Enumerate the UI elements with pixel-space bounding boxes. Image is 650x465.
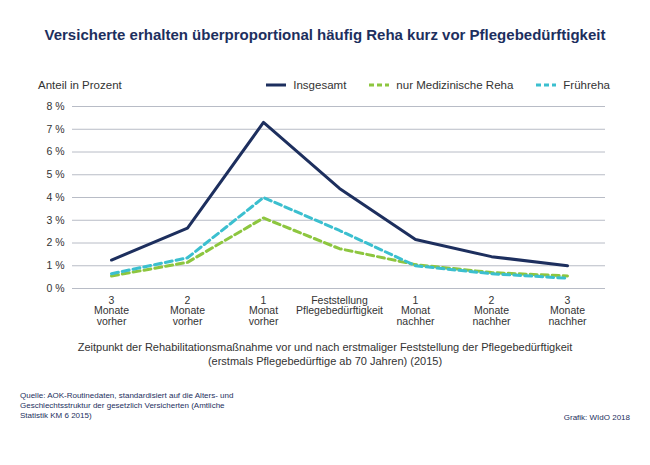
html-text:Quelle: AOK-Routinedaten, stan: Quelle: AOK-Routinedaten, standardisiert…	[20, 390, 234, 421]
html-text:Zeitpunkt der Rehabilitationsm: Zeitpunkt der Rehabilitationsmaßnahme vo…	[77, 341, 573, 368]
svg-text:3Monatenachher: 3Monatenachher	[549, 294, 587, 327]
svg-text:4 %: 4 %	[46, 191, 64, 203]
svg-text:8 %: 8 %	[46, 100, 64, 112]
svg-text:FeststellungPflegebedürftigkei: FeststellungPflegebedürftigkeit	[296, 294, 383, 317]
svg-text:1 %: 1 %	[46, 259, 64, 271]
html-text:Anteil in Prozent: Anteil in Prozent	[38, 79, 122, 91]
svg-text:1Monatnachher: 1Monatnachher	[397, 294, 435, 327]
svg-text:1Monatvorher: 1Monatvorher	[249, 294, 279, 327]
svg-text:3Monatevorher: 3Monatevorher	[94, 294, 129, 327]
svg-text:2Monatevorher: 2Monatevorher	[170, 294, 205, 327]
svg-text:2 %: 2 %	[46, 236, 64, 248]
html-text:Grafik: WIdO 2018: Grafik: WIdO 2018	[563, 412, 630, 422]
svg-text:0 %: 0 %	[46, 282, 64, 294]
html-text:nur Medizinische Reha: nur Medizinische Reha	[396, 79, 514, 91]
svg-text:7 %: 7 %	[46, 123, 64, 135]
svg-text:3 %: 3 %	[46, 214, 64, 226]
html-text:Insgesamt: Insgesamt	[293, 79, 347, 91]
svg-text:6 %: 6 %	[46, 145, 64, 157]
html-text:Frühreha: Frühreha	[563, 79, 610, 91]
svg-text:5 %: 5 %	[46, 168, 64, 180]
svg-text:2Monatenachher: 2Monatenachher	[473, 294, 511, 327]
html-text:Versicherte erhalten überpropo: Versicherte erhalten überproportional hä…	[44, 26, 606, 43]
